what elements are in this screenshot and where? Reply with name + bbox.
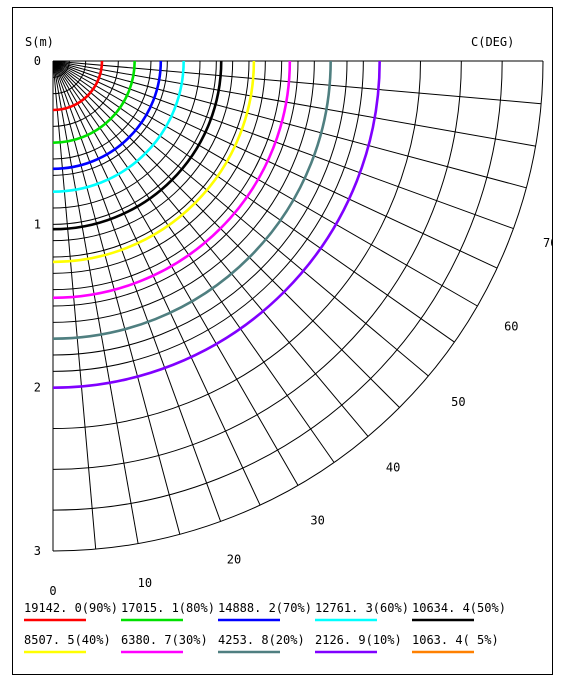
s-tick-label: 3 bbox=[34, 544, 41, 558]
legend-label: 1063. 4( 5%) bbox=[412, 633, 499, 647]
axis-labels: S(m) C(DEG) 01230102030405060708090 bbox=[25, 35, 558, 598]
isolux-curve bbox=[52, 60, 136, 144]
legend-label: 8507. 5(40%) bbox=[24, 633, 111, 647]
angle-tick-label: 40 bbox=[386, 460, 400, 474]
s-tick-label: 1 bbox=[34, 217, 41, 231]
isolux-curve bbox=[52, 60, 185, 193]
s-tick-label: 0 bbox=[34, 54, 41, 68]
legend-label: 12761. 3(60%) bbox=[315, 601, 409, 615]
isolux-curve bbox=[52, 60, 256, 264]
isolux-curve bbox=[52, 60, 292, 300]
legend: 19142. 0(90%) 17015. 1(80%) 14888. 2(70%) 1… bbox=[24, 601, 506, 654]
legend-label: 6380. 7(30%) bbox=[121, 633, 208, 647]
angle-tick-label: 0 bbox=[49, 584, 56, 598]
legend-label: 17015. 1(80%) bbox=[121, 601, 215, 615]
legend-label: 19142. 0(90%) bbox=[24, 601, 118, 615]
legend-label: 4253. 8(20%) bbox=[218, 633, 305, 647]
angle-tick-label: 50 bbox=[451, 395, 465, 409]
angle-axis-title: C(DEG) bbox=[471, 35, 514, 49]
angle-tick-label: 10 bbox=[138, 576, 152, 590]
grid-radial bbox=[52, 60, 498, 269]
grid bbox=[52, 60, 544, 552]
isolux-curve bbox=[52, 60, 381, 389]
y-axis-title: S(m) bbox=[25, 35, 54, 49]
isolux-curve bbox=[52, 60, 163, 171]
grid-radial bbox=[52, 60, 299, 486]
isolux-curves bbox=[52, 60, 381, 389]
legend-label: 10634. 4(50%) bbox=[412, 601, 506, 615]
isolux-curve bbox=[52, 60, 332, 340]
legend-label: 14888. 2(70%) bbox=[218, 601, 312, 615]
grid-radial bbox=[52, 60, 261, 506]
angle-tick-label: 70 bbox=[543, 236, 552, 250]
isolux-chart: S(m) C(DEG) 01230102030405060708090 1914… bbox=[24, 35, 558, 654]
grid-radial bbox=[52, 60, 478, 307]
angle-tick-label: 20 bbox=[227, 552, 241, 566]
legend-label: 2126. 9(10%) bbox=[315, 633, 402, 647]
s-tick-label: 2 bbox=[34, 381, 41, 395]
angle-tick-label: 60 bbox=[504, 320, 518, 334]
angle-tick-label: 30 bbox=[310, 513, 324, 527]
isolux-curve bbox=[52, 60, 223, 231]
isolux-curve bbox=[52, 60, 104, 112]
chart-frame: S(m) C(DEG) 01230102030405060708090 1914… bbox=[12, 7, 558, 675]
